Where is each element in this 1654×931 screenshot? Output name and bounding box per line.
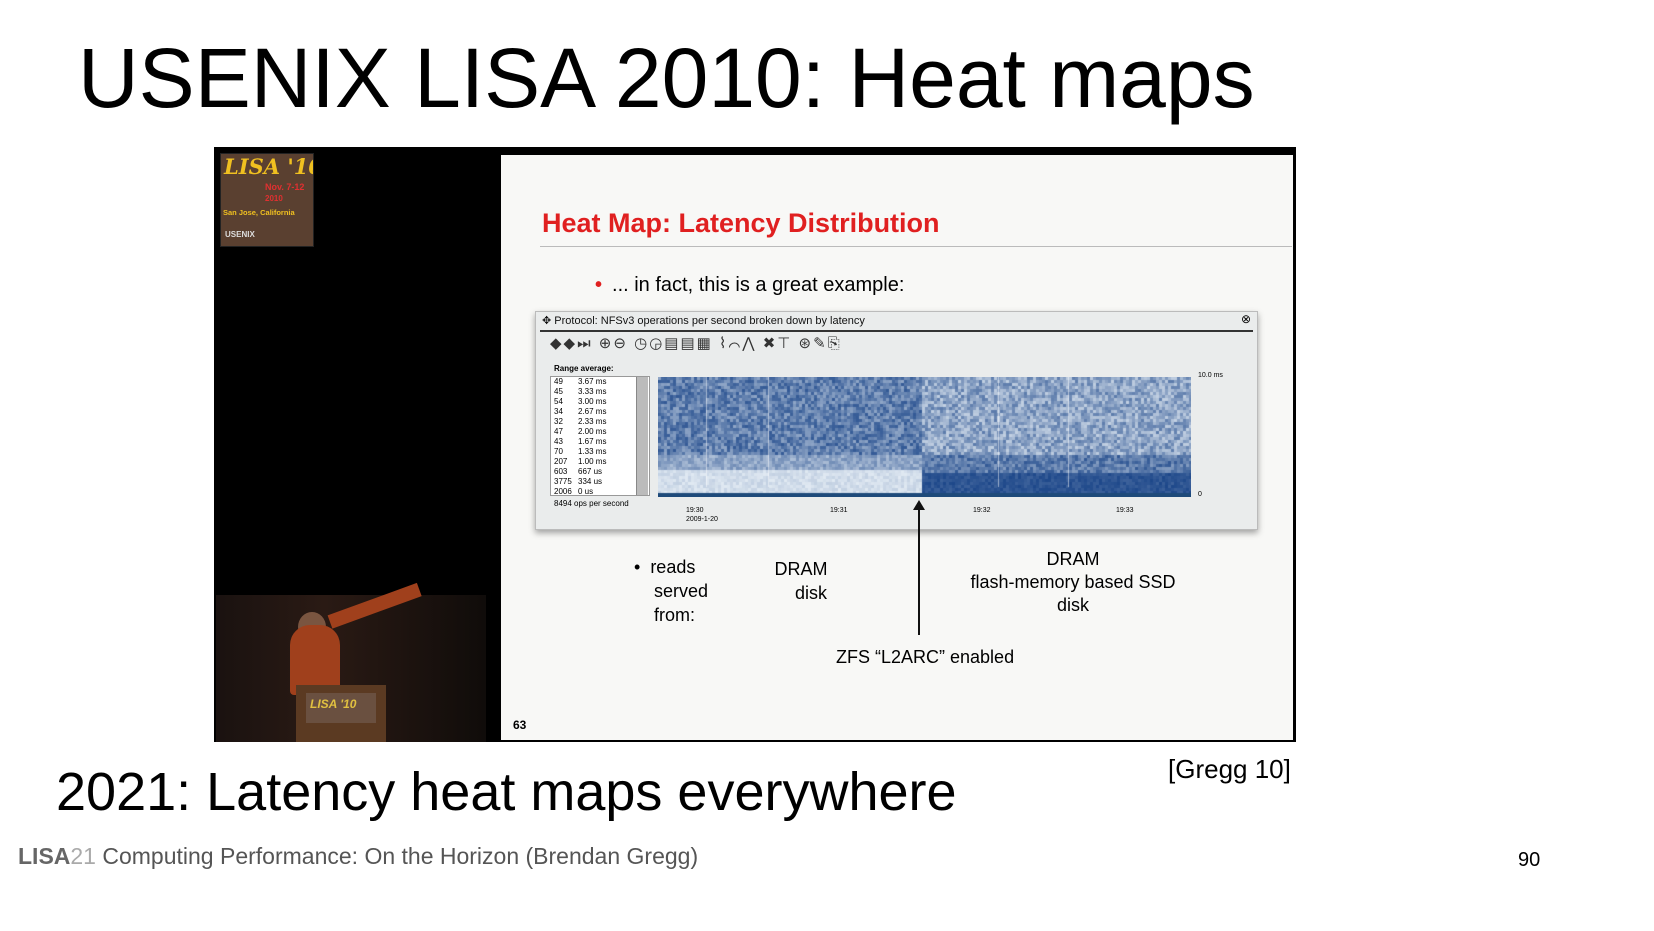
logo-line: LISA '10 xyxy=(224,154,314,179)
chart-icon[interactable]: ⌇ xyxy=(719,335,729,352)
range-row[interactable]: 49 3.67 ms xyxy=(554,377,607,386)
range-row[interactable]: 207 1.00 ms xyxy=(554,457,607,466)
citation: [Gregg 10] xyxy=(1168,754,1291,784)
zoom-in-icon[interactable]: ⊕ xyxy=(598,335,614,352)
podium-sign: LISA '10 xyxy=(306,693,376,723)
toolbar: ◆◆⏭ ⊕⊖ ◷◶▤▤▦ ⌇⌒⋀ ✖⊤ ⊛✎⎘ xyxy=(550,335,842,353)
close-icon[interactable]: ⊗ xyxy=(1240,312,1251,326)
bullet-text: ... in fact, this is a great example: xyxy=(612,274,905,296)
range-row[interactable]: 70 1.33 ms xyxy=(554,447,607,456)
range-row[interactable]: 43 1.67 ms xyxy=(554,437,607,446)
speaker-body xyxy=(290,625,340,695)
chart-icon[interactable]: ⌒ xyxy=(728,335,743,352)
range-row[interactable]: 2006 0 us xyxy=(554,487,594,496)
arrow-line xyxy=(918,505,920,635)
logo-line: 2010 xyxy=(265,194,283,203)
skip-end-icon[interactable]: ⏭ xyxy=(577,335,593,352)
bullet: •... in fact, this is a great example: xyxy=(595,274,905,296)
y-max-label: 10.0 ms xyxy=(1198,372,1223,379)
reads-bullet: • reads served from: xyxy=(634,557,709,625)
export-icon[interactable]: ⎘ xyxy=(827,335,842,352)
range-list[interactable]: 49 3.67 ms 45 3.33 ms 54 3.00 ms 34 2.67 ms 32 2.… xyxy=(550,376,650,496)
window-title: ✥ Protocol: NFSv3 operations per second … xyxy=(542,315,865,327)
x-tick: 19:32 xyxy=(973,507,991,514)
x-tick: 19:33 xyxy=(1116,507,1134,514)
clock-back-icon[interactable]: ◶ xyxy=(649,335,665,352)
logo-line: USENIX xyxy=(225,230,255,239)
slide-title: USENIX LISA 2010: Heat maps xyxy=(78,31,1255,125)
edit-icon[interactable]: ✎ xyxy=(813,335,828,352)
expand-icon[interactable]: ✖ xyxy=(762,335,778,352)
analytics-window: ✥ Protocol: NFSv3 operations per second … xyxy=(535,311,1258,530)
logo-line: Nov. 7-12 xyxy=(265,182,305,192)
arrow-right-icon[interactable]: ◆ xyxy=(563,335,578,352)
latency-heatmap[interactable] xyxy=(658,377,1191,497)
range-row[interactable]: 54 3.00 ms xyxy=(554,397,607,406)
inner-slide-number: 63 xyxy=(513,718,527,732)
table-icon[interactable]: ▦ xyxy=(696,335,713,352)
window-title-text: Protocol: NFSv3 operations per second br… xyxy=(554,315,865,327)
range-row[interactable]: 45 3.33 ms xyxy=(554,387,607,396)
page-number: 90 xyxy=(1518,849,1541,871)
table-icon[interactable]: ▤ xyxy=(680,335,697,352)
arrow-label: ZFS “L2ARC” enabled xyxy=(836,647,1015,667)
clock-icon[interactable]: ◷ xyxy=(634,335,650,352)
range-row[interactable]: 32 2.33 ms xyxy=(554,417,607,426)
title-divider xyxy=(540,246,1292,247)
table-icon[interactable]: ▤ xyxy=(664,335,681,352)
lisa10-logo: LISA '10 Nov. 7-12 2010 San Jose, Califo… xyxy=(220,153,314,247)
pin-icon[interactable]: ⊤ xyxy=(777,335,793,352)
arrow-left-icon[interactable]: ◆ xyxy=(550,335,564,352)
x-tick: 19:31 xyxy=(830,507,848,514)
y-min-label: 0 xyxy=(1198,491,1202,498)
inner-slide-title: Heat Map: Latency Distribution xyxy=(542,208,940,238)
x-tick: 19:30 2009-1-20 xyxy=(686,507,718,523)
podium: LISA '10 xyxy=(296,685,386,742)
range-row[interactable]: 603 667 us xyxy=(554,467,603,476)
scrollbar[interactable] xyxy=(636,377,648,495)
range-row[interactable]: 3775 334 us xyxy=(554,477,603,486)
range-average-label: Range average: xyxy=(554,364,614,373)
left-label: DRAM disk xyxy=(774,559,828,603)
ops-per-second: 8494 ops per second xyxy=(554,499,629,508)
range-row[interactable]: 47 2.00 ms xyxy=(554,427,607,436)
subtitle: 2021: Latency heat maps everywhere xyxy=(56,762,957,822)
chart-icon[interactable]: ⋀ xyxy=(742,335,757,352)
title-rule xyxy=(540,330,1253,332)
footer: LISA21 Computing Performance: On the Hor… xyxy=(18,843,699,869)
logo-line: San Jose, California xyxy=(223,208,295,217)
globe-icon[interactable]: ⊛ xyxy=(798,335,814,352)
zoom-out-icon[interactable]: ⊖ xyxy=(613,335,628,352)
right-label: DRAM flash-memory based SSD disk xyxy=(970,549,1176,615)
range-row[interactable]: 34 2.67 ms xyxy=(554,407,607,416)
